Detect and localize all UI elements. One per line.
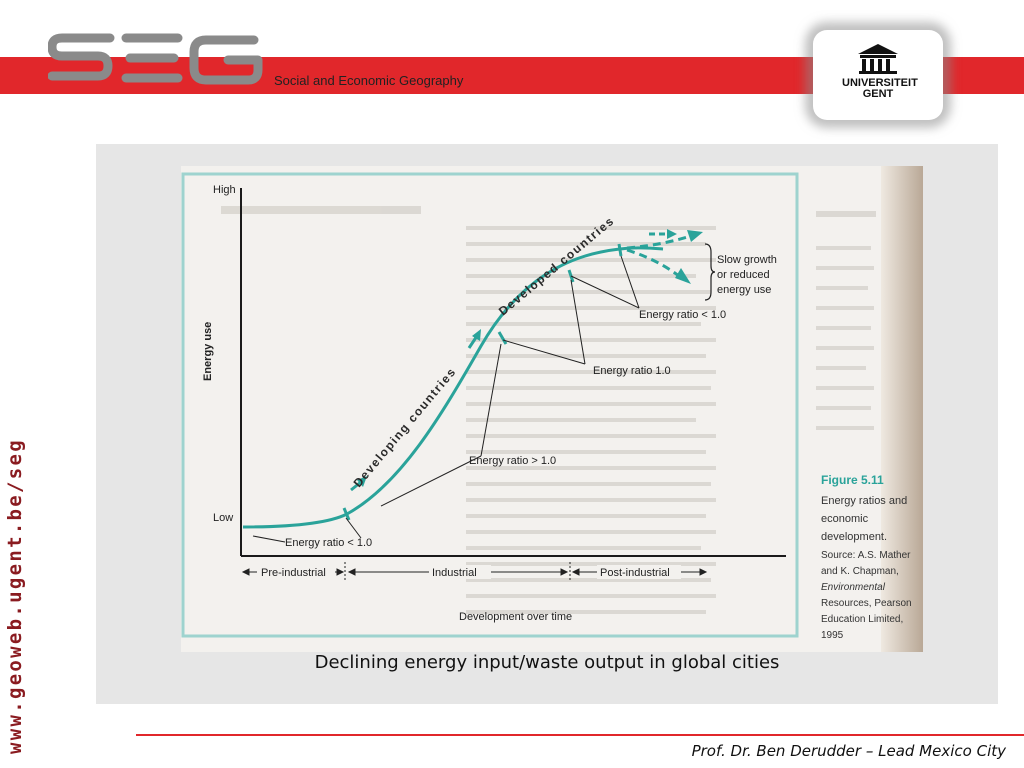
source-line-6: 1995 [821,630,844,641]
footer-credit: Prof. Dr. Ben Derudder – Lead Mexico Cit… [691,742,1006,760]
brace [704,243,716,301]
development-curve [242,246,664,529]
source-desc-1: Energy ratios and [821,495,907,507]
annotation-ratio-eq1: Energy ratio 1.0 [593,365,671,377]
annotation-ratio-gt1: Energy ratio > 1.0 [469,455,556,467]
source-line-1: Source: A.S. Mather [821,550,911,561]
university-building-icon [858,44,898,74]
arrow-head-down [675,268,691,284]
header-tagline: Social and Economic Geography [274,73,464,88]
annotation-ratio-lt1-low: Energy ratio < 1.0 [285,537,372,549]
slow-growth-path [626,234,692,250]
ugent-logo: UNIVERSITEIT GENT [813,30,943,120]
annotation-slow-growth-1: Slow growth [717,254,777,266]
phase-industrial: Industrial [432,567,477,579]
seg-logo [48,33,263,85]
energy-ratio-diagram: High Low Energy use Pre-industrial Indus… [181,166,923,652]
phase-pre-industrial: Pre-industrial [261,567,326,579]
sidebar-url-text[interactable]: www.geoweb.ugent.be/seg [4,438,26,754]
annotation-slow-growth-2: or reduced [717,269,770,281]
source-figure-title: Figure 5.11 [821,473,884,487]
x-axis-label: Development over time [459,611,572,623]
source-line-4: Resources, Pearson [821,598,912,609]
university-name-line2: GENT [862,88,894,100]
source-desc-3: development. [821,531,887,543]
source-line-5: Education Limited, [821,614,903,625]
university-name-line1: UNIVERSITEIT [842,77,918,89]
figure-photo: High Low Energy use Pre-industrial Indus… [181,166,923,652]
arrow-head-up [687,230,703,242]
annotation-ratio-lt1-high: Energy ratio < 1.0 [639,309,726,321]
source-line-2: and K. Chapman, [821,566,899,577]
source-desc-2: economic [821,513,869,525]
y-axis-label: Energy use [202,322,214,381]
source-line-3: Environmental [821,582,886,593]
annotation-slow-growth-3: energy use [717,284,771,296]
slide-caption: Declining energy input/waste output in g… [314,652,780,673]
sidebar-url[interactable]: www.geoweb.ugent.be/seg [0,432,28,758]
reduced-use-path [626,248,680,278]
developing-countries-label: Developing countries [351,364,459,489]
y-high-label: High [213,184,236,196]
phase-post-industrial: Post-industrial [600,567,670,579]
footer-line [136,734,1024,736]
y-low-label: Low [213,512,233,524]
